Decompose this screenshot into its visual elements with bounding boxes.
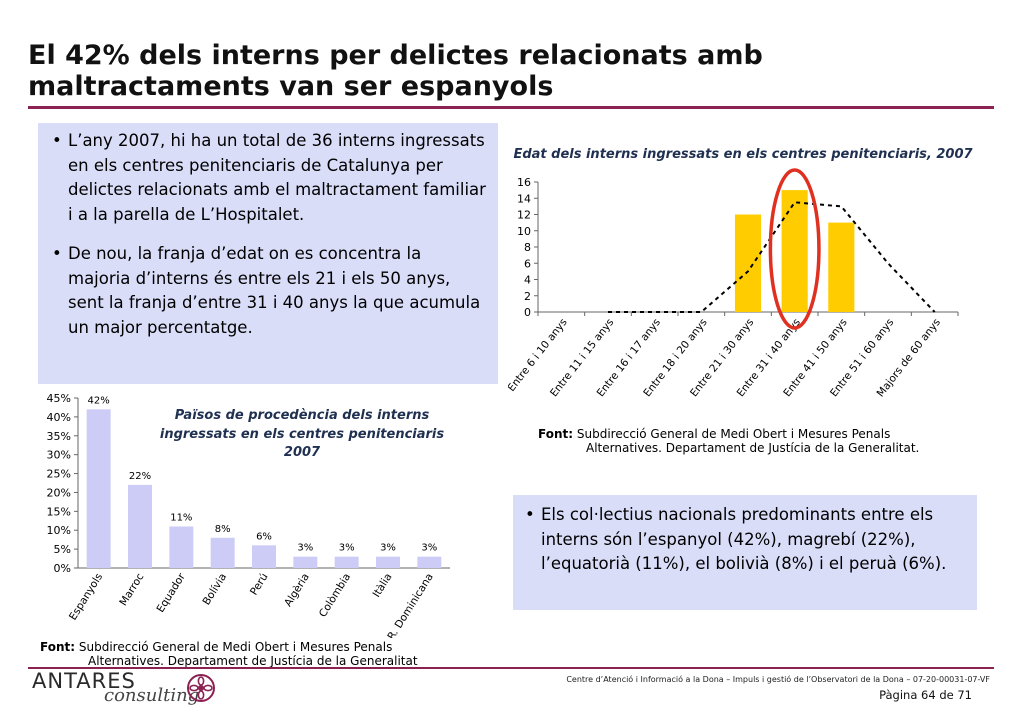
source-text: Subdirecció General de Medi Obert i Mesu… xyxy=(576,427,891,441)
y-tick-label: 20% xyxy=(47,486,71,499)
chart-bars: 42% 22% 11% 8% 6% 3% 3% 3% 3% xyxy=(86,395,442,568)
y-tick-label: 10 xyxy=(517,225,531,238)
y-tick-label: 40% xyxy=(47,411,71,424)
bar xyxy=(252,545,276,568)
x-tick-label: Marroc xyxy=(117,571,146,608)
data-label: 8% xyxy=(215,524,231,535)
y-tick-label: 16 xyxy=(517,176,531,189)
bar xyxy=(210,537,235,568)
x-tick-label: Bolívia xyxy=(200,571,229,607)
bar xyxy=(128,484,152,568)
summary-list: L’any 2007, hi ha un total de 36 interns… xyxy=(48,129,488,340)
y-tick-label: 5% xyxy=(54,543,71,556)
x-tick-label: Equador xyxy=(154,571,188,615)
bar xyxy=(781,190,808,312)
country-chart-source: Font: Subdirecció General de Medi Obert … xyxy=(40,640,418,668)
data-label: 3% xyxy=(339,543,355,554)
x-tick-label: Espanyols xyxy=(67,571,105,622)
page-number: Pàgina 64 de 71 xyxy=(879,688,972,702)
chart-title: Edat dels interns ingressats en els cent… xyxy=(513,147,973,162)
logo-text: ANTARES xyxy=(32,669,136,693)
chart-title-line: ingressats en els centres penitenciaris xyxy=(160,427,445,442)
data-label: 3% xyxy=(380,543,396,554)
y-tick-label: 12 xyxy=(517,209,531,222)
data-label: 42% xyxy=(88,395,110,406)
bar xyxy=(86,409,111,568)
x-tick-label: Itàlia xyxy=(371,571,395,599)
y-tick-label: 15% xyxy=(47,505,71,518)
chart-x-labels: Espanyols Marroc Equador Bolívia Perú Algèria… xyxy=(67,571,436,638)
logo-subtext: consulting xyxy=(104,685,200,706)
data-label: 6% xyxy=(256,531,272,542)
x-tick-label: R. Dominicana xyxy=(385,571,436,638)
chart-title-line: Països de procedència dels interns xyxy=(175,408,430,423)
nationality-box: Els col·lectius nacionals predominants e… xyxy=(513,495,977,610)
data-label: 22% xyxy=(129,471,151,482)
page-title: El 42% dels interns per delictes relacio… xyxy=(28,40,763,102)
title-divider xyxy=(28,106,994,109)
x-tick-label: Perú xyxy=(248,571,271,597)
y-tick-label: 2 xyxy=(524,290,531,303)
y-tick-label: 35% xyxy=(47,430,71,443)
nationality-bullet: Els col·lectius nacionals predominants e… xyxy=(521,503,967,577)
bar xyxy=(417,556,442,568)
y-tick-label: 25% xyxy=(47,468,71,481)
summary-box: L’any 2007, hi ha un total de 36 interns… xyxy=(38,123,498,384)
x-tick-label: Algèria xyxy=(282,571,312,609)
x-tick-label: Colòmbia xyxy=(317,571,353,619)
source-text-2: Alternatives. Departament de Justícia de… xyxy=(88,654,418,668)
age-chart-source: Font: Subdirecció General de Medi Obert … xyxy=(538,427,919,455)
footer-project-text: Centre d’Atenció i Informació a la Dona … xyxy=(566,675,990,684)
y-tick-label: 30% xyxy=(47,449,71,462)
y-tick-label: 14 xyxy=(517,192,531,205)
highlight-circle xyxy=(768,168,821,330)
trend-line xyxy=(608,201,936,313)
footer-divider xyxy=(28,667,994,669)
country-chart: Països de procedència dels interns ingre… xyxy=(47,392,450,638)
chart-title-line: 2007 xyxy=(284,445,321,460)
y-tick-label: 8 xyxy=(524,241,531,254)
chart-trendline xyxy=(608,201,936,313)
bar xyxy=(293,556,318,568)
data-label: 11% xyxy=(170,512,192,523)
chart-bars xyxy=(734,190,855,312)
bar xyxy=(376,556,400,568)
nationality-list: Els col·lectius nacionals predominants e… xyxy=(521,503,967,577)
y-tick-label: 0% xyxy=(54,562,71,575)
summary-bullet: De nou, la franja d’edat on es concentra… xyxy=(48,242,488,340)
source-label: Font: xyxy=(538,427,574,441)
source-text-2: Alternatives. Departament de Justícia de… xyxy=(586,441,920,455)
y-tick-label: 45% xyxy=(47,392,71,405)
source-text: Subdirecció General de Medi Obert i Mesu… xyxy=(78,640,393,654)
logo-flower-icon xyxy=(187,674,215,702)
source-label: Font: xyxy=(40,640,76,654)
age-chart: Edat dels interns ingressats en els cent… xyxy=(508,147,974,399)
data-label: 3% xyxy=(421,543,437,554)
bar xyxy=(734,214,762,312)
summary-bullet: L’any 2007, hi ha un total de 36 interns… xyxy=(48,129,488,227)
bar xyxy=(828,222,855,312)
bar xyxy=(169,526,194,568)
bar xyxy=(334,556,359,568)
y-tick-label: 0 xyxy=(524,306,531,319)
data-label: 3% xyxy=(297,543,313,554)
y-tick-label: 4 xyxy=(524,274,531,287)
y-tick-label: 10% xyxy=(47,524,71,537)
y-tick-label: 6 xyxy=(524,257,531,270)
